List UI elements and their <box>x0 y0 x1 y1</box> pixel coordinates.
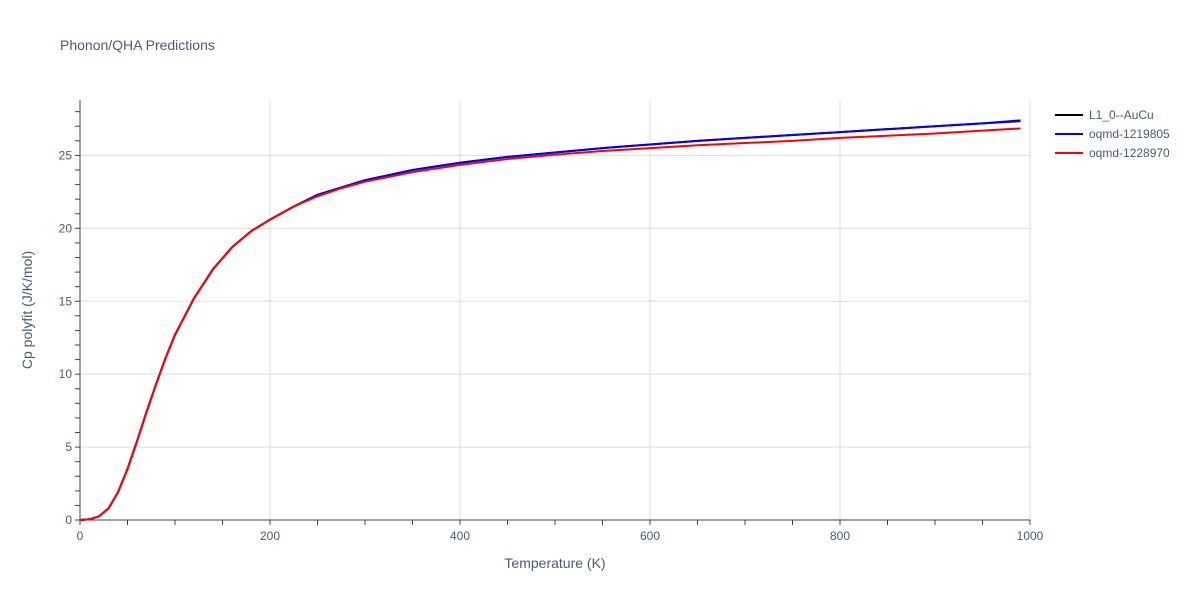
x-axis-title: Temperature (K) <box>504 555 605 571</box>
x-tick-label: 600 <box>640 529 660 543</box>
axes: 0 200 400 600 800 1000 0 5 10 15 20 25 <box>59 100 1044 543</box>
y-tick-label: 5 <box>65 440 72 454</box>
x-tick-label: 400 <box>450 529 470 543</box>
legend-item-0[interactable]: L1_0--AuCu <box>1055 108 1154 122</box>
y-tick-label: 10 <box>59 367 73 381</box>
series-line-0 <box>79 120 1021 521</box>
chart-title: Phonon/QHA Predictions <box>60 37 215 53</box>
legend-label: oqmd-1228970 <box>1089 146 1170 160</box>
y-tick-label: 25 <box>59 148 73 162</box>
x-tick-label: 800 <box>830 529 850 543</box>
y-tick-label: 20 <box>59 221 73 235</box>
series-line-2 <box>79 127 1021 521</box>
x-tick-label: 0 <box>77 529 84 543</box>
y-tick-label: 15 <box>59 294 73 308</box>
y-axis-title: Cp polyfit (J/K/mol) <box>19 251 35 369</box>
series-line-1 <box>79 119 1021 521</box>
series-layer <box>79 119 1021 521</box>
x-tick-label: 1000 <box>1017 529 1044 543</box>
x-tick-label: 200 <box>260 529 280 543</box>
legend[interactable]: L1_0--AuCu oqmd-1219805 oqmd-1228970 <box>1055 108 1170 160</box>
legend-label: oqmd-1219805 <box>1089 127 1170 141</box>
legend-label: L1_0--AuCu <box>1089 108 1154 122</box>
legend-item-2[interactable]: oqmd-1228970 <box>1055 146 1170 160</box>
y-tick-label: 0 <box>65 513 72 527</box>
grid <box>80 100 1031 520</box>
legend-item-1[interactable]: oqmd-1219805 <box>1055 127 1170 141</box>
